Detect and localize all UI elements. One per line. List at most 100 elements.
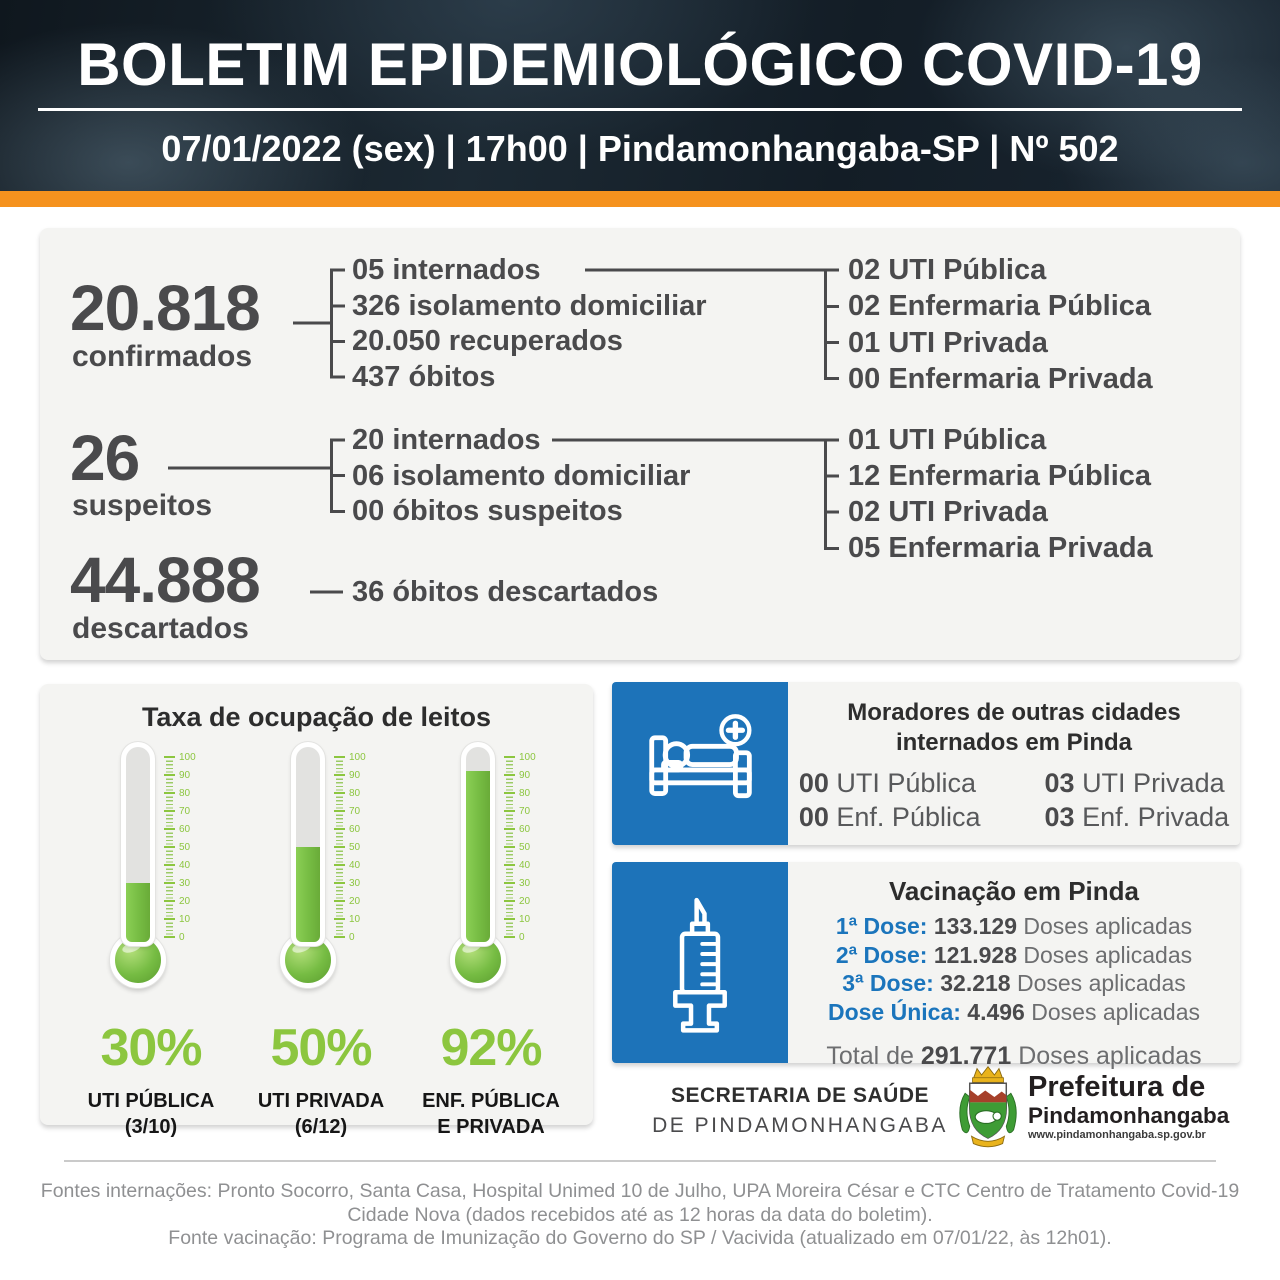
scale-tick-mark [504, 882, 515, 884]
scale-tick-mark [334, 936, 345, 938]
footer-divider [64, 1160, 1216, 1162]
dose-row: 2ª Dose: 121.928 Doses aplicadas [835, 941, 1193, 968]
bracket-lines [168, 268, 839, 594]
suspected-hospitalized-item: 01 UTI Pública [848, 424, 1047, 456]
scale-tick-mark [164, 774, 175, 776]
scale-tick-mark [164, 828, 175, 830]
suspected-breakdown-item: 06 isolamento domiciliar [352, 460, 691, 492]
confirmed-breakdown-item: 05 internados [352, 254, 541, 286]
dose-row: Dose Única: 4.496 Doses aplicadas [827, 998, 1201, 1025]
scale-tick-label: 70 [349, 805, 361, 817]
sources-note: Fontes internações: Pronto Socorro, Sant… [40, 1180, 1240, 1249]
scale-tick-mark [504, 810, 515, 812]
thermometer-fill [126, 883, 150, 942]
scale-tick-mark [504, 792, 515, 794]
scale-tick-label: 10 [519, 913, 531, 925]
scale-tick-label: 100 [349, 751, 366, 763]
scale-tick-mark [334, 774, 345, 776]
scale-tick-label: 90 [519, 769, 531, 781]
city-hall-logo: Prefeitura de Pindamonhangaba www.pindam… [956, 1062, 1229, 1152]
header-divider [38, 108, 1242, 111]
scale-tick-mark [504, 828, 515, 830]
discarded-note: 36 óbitos descartados [352, 576, 659, 608]
confirmed-breakdown-item: 20.050 recuperados [352, 325, 623, 357]
scale-tick-label: 20 [349, 895, 361, 907]
scale-tick-mark [164, 846, 175, 848]
scale-tick-mark [334, 846, 345, 848]
accent-stripe [0, 191, 1280, 207]
vaccination-total: Total de 291.771 Doses aplicadas [826, 1042, 1202, 1070]
scale-tick-label: 30 [349, 877, 361, 889]
other-cities-stat: 00 Enf. Pública [798, 801, 981, 832]
scale-tick-label: 0 [349, 931, 355, 943]
scale-tick-label: 70 [519, 805, 531, 817]
scale-tick-mark [164, 864, 175, 866]
confirmed-breakdown-item: 326 isolamento domiciliar [352, 290, 707, 322]
scale-tick-mark [334, 882, 345, 884]
thermometer-tube [291, 742, 325, 946]
suspected-count: 26 [70, 422, 140, 494]
occupancy-panel: Taxa de ocupação de leitos [40, 684, 593, 1138]
scale-tick-mark [334, 864, 345, 866]
vaccination-box: Vacinação em Pinda 1ª Dose: 133.129 Dose… [612, 862, 1240, 1070]
scale-tick-label: 0 [179, 931, 185, 943]
coat-of-arms-icon [959, 1066, 1017, 1148]
confirmed-label: confirmados [72, 340, 253, 373]
thermometer-scale: 100 90 80 [334, 752, 394, 943]
other-cities-stat: 03 UTI Privada [1044, 767, 1225, 798]
dose-row: 1ª Dose: 133.129 Doses aplicadas [835, 913, 1193, 939]
suspected-hospitalized-item: 05 Enfermaria Privada [848, 532, 1153, 564]
other-cities-stat: 03 Enf. Privada [1044, 801, 1230, 832]
scale-tick-label: 100 [179, 751, 196, 763]
scale-tick-mark [504, 756, 515, 758]
scale-tick-label: 90 [349, 769, 361, 781]
thermometer-gauges: 100 90 80 [66, 736, 576, 1140]
occupancy-label: UTI PRIVADA (6/12) [257, 1090, 385, 1138]
scale-tick-label: 10 [349, 913, 361, 925]
header-subtitle: 07/01/2022 (sex) | 17h00 | Pindamonhanga… [161, 128, 1119, 169]
page-title: BOLETIM EPIDEMIOLÓGICO COVID-19 [77, 31, 1203, 98]
occupancy-label: ENF. PÚBLICA E PRIVADA [422, 1090, 560, 1138]
suspected-label: suspeitos [72, 489, 213, 522]
scale-tick-mark [334, 900, 345, 902]
vaccination-doses: 1ª Dose: 133.129 Doses aplicadas 2ª Dose… [828, 912, 1200, 1026]
thermometer-gauge: 100 90 80 [66, 736, 236, 1140]
scale-tick-label: 60 [349, 823, 361, 835]
other-cities-title: Moradores de outras cidades internados e… [847, 699, 1181, 757]
thermometer-bulb [450, 932, 506, 988]
scale-tick-mark [504, 918, 515, 920]
thermometer-gauge: 100 90 80 [406, 736, 576, 1140]
scale-tick-mark [504, 774, 515, 776]
hospital-bed-icon [612, 682, 788, 845]
scale-tick-mark [334, 828, 345, 830]
thermometer-scale: 100 90 80 [164, 752, 224, 943]
scale-tick-label: 80 [519, 787, 531, 799]
confirmed-breakdown-item: 437 óbitos [352, 361, 496, 393]
scale-tick-mark [504, 900, 515, 902]
occupancy-label: UTI PÚBLICA (3/10) [87, 1090, 215, 1138]
scale-tick-mark [164, 900, 175, 902]
confirmed-count: 20.818 [70, 272, 261, 344]
thermometer-tube [461, 742, 495, 946]
scale-tick-label: 40 [519, 859, 531, 871]
cases-summary-panel: 20.818 confirmados 05 internados 326 iso… [40, 228, 1240, 660]
scale-tick-mark [164, 882, 175, 884]
other-cities-stat: 00 UTI Pública [798, 767, 976, 798]
scale-tick-label: 50 [519, 841, 531, 853]
scale-tick-label: 80 [179, 787, 191, 799]
discarded-label: descartados [72, 612, 249, 645]
occupancy-percent: 92% [440, 1019, 542, 1077]
scale-tick-label: 40 [179, 859, 191, 871]
scale-tick-label: 70 [179, 805, 191, 817]
occupancy-title: Taxa de ocupação de leitos [141, 702, 492, 732]
scale-tick-mark [334, 792, 345, 794]
scale-tick-label: 20 [179, 895, 191, 907]
scale-tick-mark [164, 936, 175, 938]
scale-tick-label: 90 [179, 769, 191, 781]
dose-row: 3ª Dose: 32.218 Doses aplicadas [842, 970, 1186, 996]
scale-tick-label: 30 [179, 877, 191, 889]
suspected-hospitalized-item: 02 UTI Privada [848, 496, 1048, 528]
occupancy-percent: 30% [100, 1019, 202, 1077]
scale-tick-mark [334, 810, 345, 812]
city-hall-logo-text: Prefeitura de Pindamonhangaba www.pindam… [1028, 1071, 1230, 1142]
